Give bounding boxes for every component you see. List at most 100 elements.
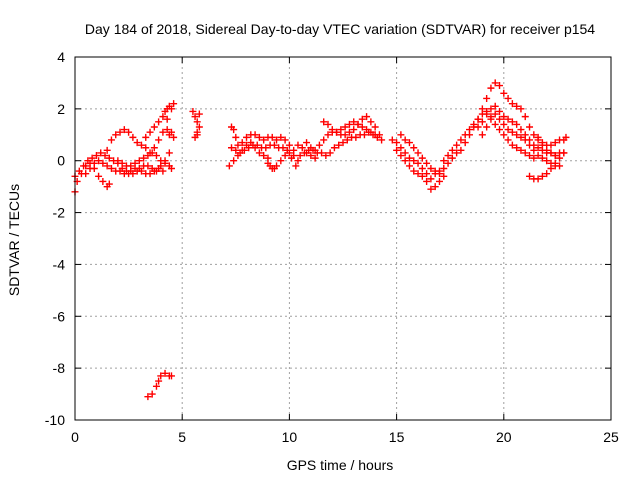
data-point — [350, 118, 358, 126]
y-axis-label: SDTVAR / TECUs — [6, 184, 22, 296]
data-point — [500, 131, 508, 139]
data-point — [418, 172, 426, 180]
data-point — [444, 159, 452, 167]
data-point — [262, 144, 270, 152]
data-point — [483, 94, 491, 102]
data-point — [534, 133, 542, 141]
data-point — [315, 141, 323, 149]
data-point — [326, 149, 334, 157]
data-point — [410, 167, 418, 175]
data-point — [414, 170, 422, 178]
data-point — [435, 170, 443, 178]
data-point — [328, 126, 336, 134]
data-point — [474, 123, 482, 131]
data-point — [97, 149, 105, 157]
data-point — [255, 133, 263, 141]
data-point — [521, 149, 529, 157]
data-point — [341, 123, 349, 131]
data-point — [414, 149, 422, 157]
data-point — [294, 157, 302, 165]
data-point — [144, 393, 152, 401]
data-point — [496, 115, 504, 123]
data-point — [461, 139, 469, 147]
data-point — [453, 149, 461, 157]
data-point — [120, 126, 128, 134]
data-point — [155, 377, 163, 385]
series-track-l — [225, 139, 272, 170]
data-point — [311, 154, 319, 162]
data-point — [397, 131, 405, 139]
data-point — [508, 118, 516, 126]
series-track-p — [320, 113, 383, 139]
data-point — [517, 133, 525, 141]
data-point — [560, 149, 568, 157]
data-point — [303, 149, 311, 157]
data-point — [167, 372, 175, 380]
data-point — [137, 167, 145, 175]
data-point — [487, 115, 495, 123]
data-point — [513, 131, 521, 139]
data-point — [90, 159, 98, 167]
data-point — [478, 131, 486, 139]
data-point — [167, 128, 175, 136]
data-point — [279, 144, 287, 152]
data-point — [440, 157, 448, 165]
data-point — [277, 133, 285, 141]
data-point — [107, 164, 115, 172]
data-point — [335, 141, 343, 149]
data-point — [414, 159, 422, 167]
data-point — [251, 144, 259, 152]
data-point — [225, 162, 233, 170]
data-point — [378, 136, 386, 144]
data-point — [285, 141, 293, 149]
series-track-z — [534, 133, 570, 149]
x-tick-label: 15 — [389, 429, 405, 445]
data-point — [146, 170, 154, 178]
data-point — [491, 110, 499, 118]
data-point — [496, 126, 504, 134]
data-point — [483, 110, 491, 118]
data-point — [418, 164, 426, 172]
data-point — [397, 152, 405, 160]
data-point — [405, 154, 413, 162]
data-point — [228, 144, 236, 152]
series-track-d — [103, 100, 178, 157]
data-point — [547, 149, 555, 157]
series-track-f — [114, 149, 175, 172]
y-tick-label: -8 — [53, 360, 66, 376]
data-point — [292, 162, 300, 170]
data-point — [500, 120, 508, 128]
data-point — [161, 159, 169, 167]
data-point — [159, 128, 167, 136]
data-point — [243, 141, 251, 149]
data-point — [405, 139, 413, 147]
data-point — [508, 100, 516, 108]
data-point — [526, 123, 534, 131]
data-point — [547, 164, 555, 172]
data-point — [388, 136, 396, 144]
series-track-m — [264, 149, 298, 172]
data-point — [504, 94, 512, 102]
data-point — [513, 120, 521, 128]
data-point — [363, 113, 371, 121]
data-point — [530, 131, 538, 139]
series-track-g — [144, 369, 175, 401]
data-point — [487, 105, 495, 113]
data-point — [478, 105, 486, 113]
data-point — [137, 141, 145, 149]
data-point — [358, 115, 366, 123]
data-point — [105, 180, 113, 188]
data-point — [247, 139, 255, 147]
y-tick-label: 0 — [57, 153, 65, 169]
data-point — [88, 154, 96, 162]
data-point — [311, 146, 319, 154]
data-point — [526, 152, 534, 160]
data-point — [397, 144, 405, 152]
data-point — [345, 120, 353, 128]
data-point — [303, 139, 311, 147]
data-point — [307, 152, 315, 160]
data-point — [427, 164, 435, 172]
data-point — [146, 128, 154, 136]
data-point — [504, 136, 512, 144]
